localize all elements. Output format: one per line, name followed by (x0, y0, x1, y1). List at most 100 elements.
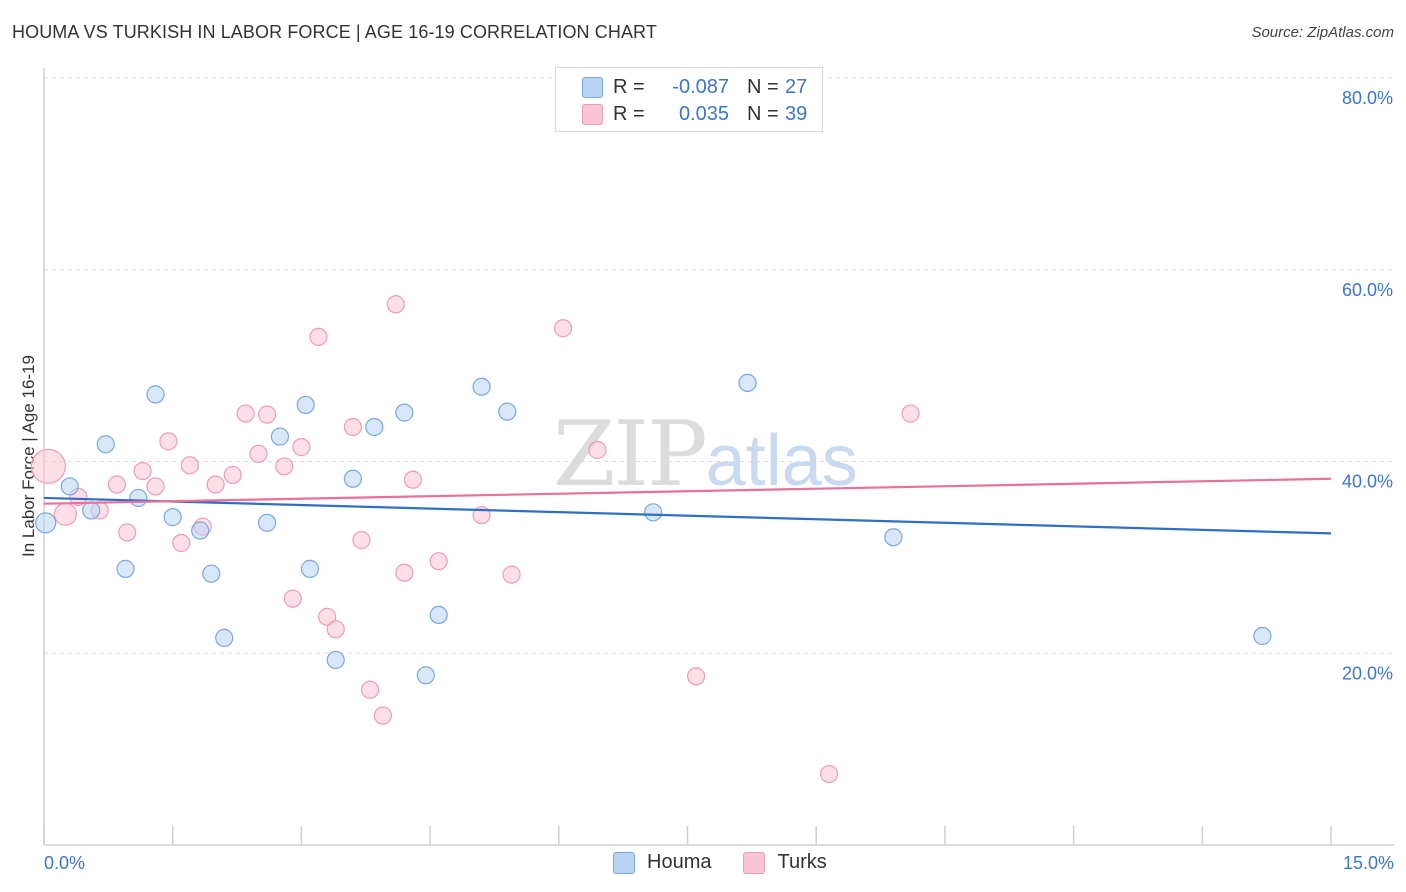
turks-point (588, 440, 607, 460)
houma-point (35, 512, 57, 534)
turks-point (180, 456, 199, 475)
turks-point (159, 432, 178, 451)
turks-point (206, 475, 225, 494)
source-label: Source: ZipAtlas.com (1251, 24, 1394, 41)
legend-r-value: 0.035 (678, 102, 729, 125)
chart-title: HOUMA VS TURKISH IN LABOR FORCE | AGE 16… (12, 22, 657, 42)
houma-point (215, 628, 234, 648)
houma-point (146, 385, 165, 404)
gridlines (44, 77, 1394, 654)
turks-point (901, 404, 920, 423)
legend-r-value: -0.087 (672, 75, 729, 98)
houma-trend-line (43, 496, 1332, 535)
trend-lines (43, 477, 1332, 535)
turks-point (343, 417, 362, 437)
y-tick-label: 40.0% (1342, 472, 1393, 492)
houma-point (202, 564, 221, 583)
turks-point (223, 465, 242, 485)
watermark-zip: ZIP (553, 402, 708, 507)
houma-point (343, 469, 362, 488)
legend-n-value: 39 (785, 102, 808, 125)
x-tick-label-max: 15.0% (1343, 853, 1394, 873)
turks-point (249, 444, 268, 463)
houma-point (326, 650, 345, 670)
houma-swatch (613, 851, 635, 874)
turks-point (318, 607, 337, 626)
legend-n-label: N = (747, 102, 779, 125)
turks-point (360, 680, 380, 699)
series-legend-turks: Turks (743, 851, 827, 874)
legend-row-turks: R = 0.035 N = 39 (582, 101, 807, 127)
turks-point (172, 533, 191, 553)
x-tick-label-min: 0.0% (44, 853, 85, 873)
turks-point (819, 764, 839, 784)
turks-point (686, 667, 706, 686)
houma-point (60, 477, 79, 496)
turks-point (502, 565, 521, 584)
turks-point (30, 448, 66, 484)
turks-point (395, 563, 414, 582)
series-legend: Houma Turks (613, 851, 859, 874)
correlation-legend: R = -0.087 N = 27 R = 0.035 N = 39 (555, 67, 823, 132)
legend-r-label: R = (613, 102, 645, 125)
houma-point (300, 559, 320, 578)
turks-swatch (743, 851, 766, 874)
turks-point (373, 706, 393, 725)
turks-point (118, 523, 137, 542)
houma-label: Houma (647, 851, 712, 873)
y-tick-label: 20.0% (1342, 663, 1393, 683)
x-tick-labels: 0.0% 15.0% (44, 853, 1394, 873)
y-tick-label: 80.0% (1342, 88, 1393, 108)
legend-r-label: R = (613, 75, 645, 98)
y-tick-labels: 20.0% 40.0% 60.0% 80.0% (1342, 88, 1393, 683)
houma-point (429, 605, 448, 625)
axes (43, 68, 1394, 846)
houma-point (395, 403, 414, 422)
turks-point (352, 531, 371, 550)
turks-point (386, 295, 405, 314)
series-houma-points (35, 373, 1272, 685)
houma-point (644, 503, 663, 522)
turks-point (403, 470, 423, 489)
turks-point (275, 457, 294, 476)
legend-n-label: N = (747, 75, 779, 98)
houma-point (96, 435, 115, 454)
houma-point (416, 666, 435, 685)
legend-swatch-houma (582, 76, 603, 98)
series-legend-houma: Houma (613, 851, 711, 874)
turks-point (53, 502, 78, 526)
houma-point (191, 521, 210, 540)
x-tick-marks (43, 826, 1332, 845)
turks-point (236, 404, 255, 423)
houma-point (472, 377, 491, 396)
turks-point (133, 461, 152, 481)
legend-n-value: 27 (785, 75, 808, 98)
turks-label: Turks (777, 851, 827, 873)
houma-point (270, 427, 290, 446)
y-axis-label: In Labor Force | Age 16-19 (19, 355, 38, 557)
turks-point (257, 405, 277, 424)
series-turks-points (30, 68, 920, 784)
legend-row-houma: R = -0.087 N = 27 (582, 74, 807, 100)
houma-point (884, 528, 903, 547)
houma-point (116, 559, 135, 578)
zipatlas-watermark: ZIPatlas (553, 402, 858, 507)
turks-point (283, 589, 302, 608)
houma-point (163, 508, 182, 527)
houma-point (129, 488, 148, 508)
turks-point (553, 319, 573, 338)
houma-point (738, 373, 757, 392)
turks-point (326, 620, 345, 639)
houma-point (1253, 626, 1272, 646)
houma-point (296, 395, 315, 415)
turks-point (309, 327, 328, 346)
houma-point (365, 417, 384, 437)
y-tick-label: 60.0% (1342, 280, 1393, 300)
turks-point (429, 552, 448, 571)
turks-point (146, 477, 165, 496)
houma-point (82, 501, 101, 520)
turks-trend-line (43, 477, 1332, 505)
houma-point (257, 513, 277, 532)
turks-point (292, 438, 311, 457)
